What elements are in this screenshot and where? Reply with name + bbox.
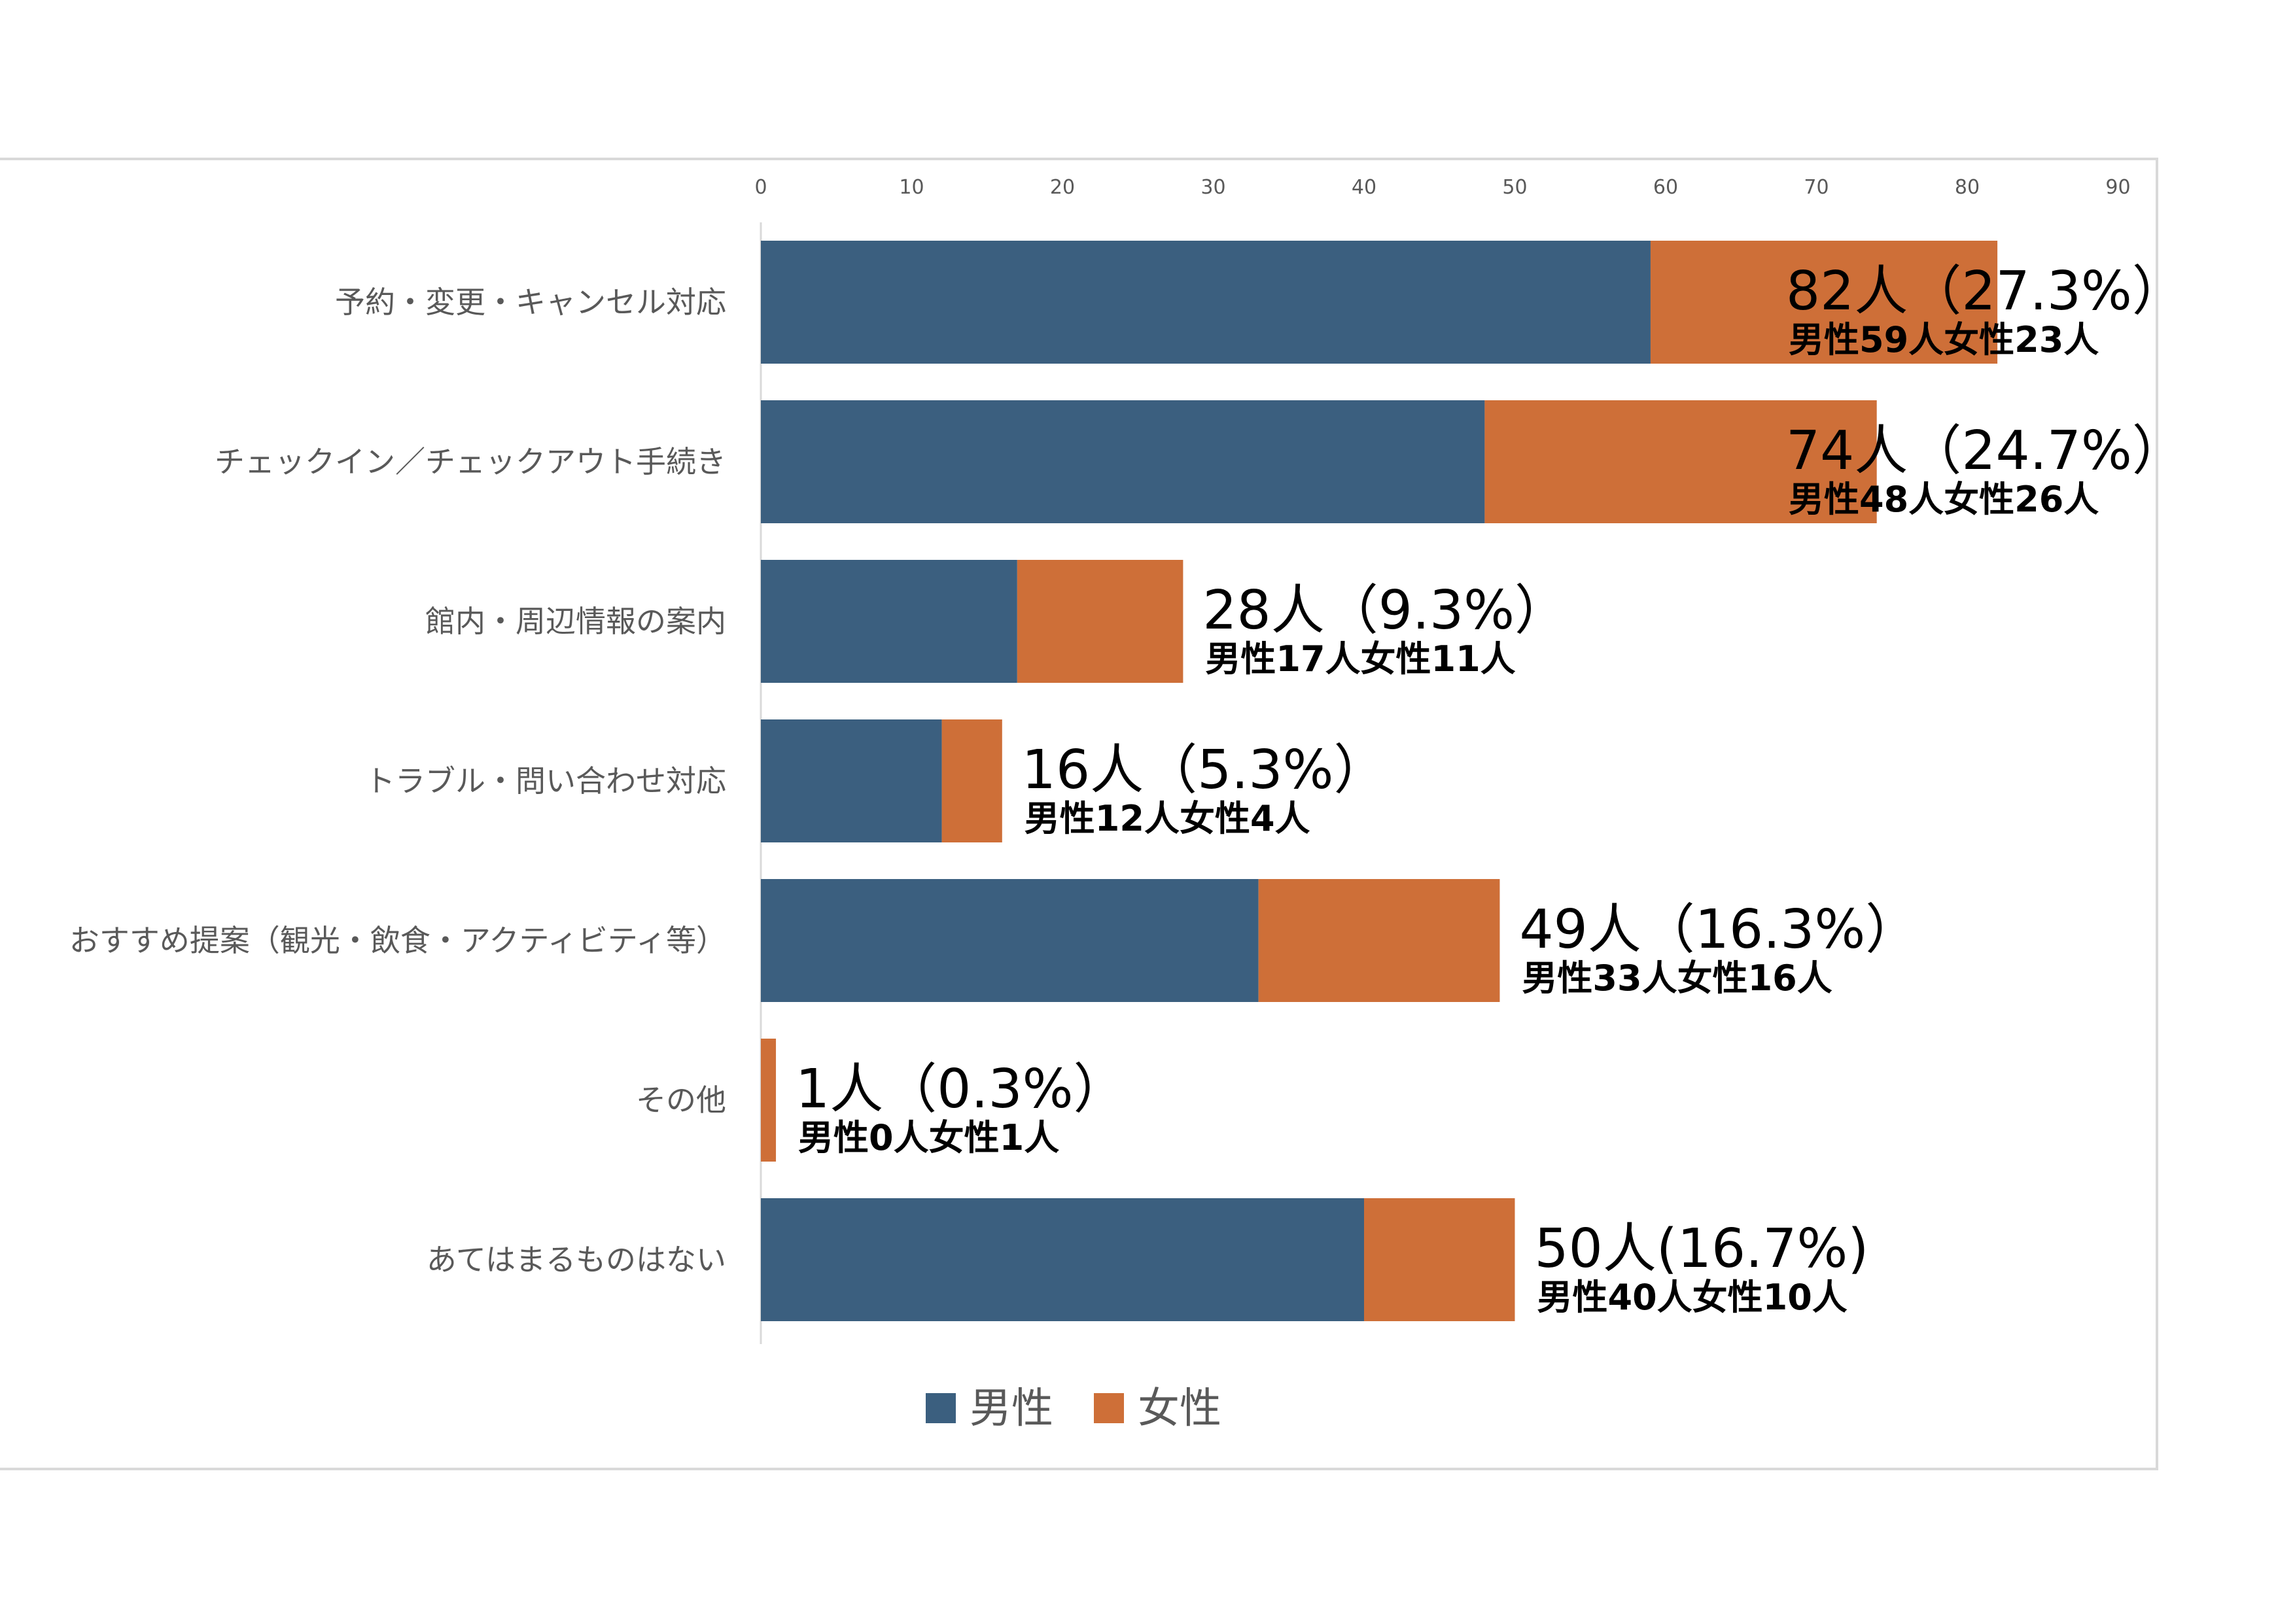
- breakdown-label-4: 男性33人女性16人: [1522, 958, 1832, 999]
- breakdown-label-3: 男性12人女性4人: [1025, 798, 1310, 839]
- breakdown-label-5: 男性0人女性1人: [798, 1117, 1059, 1158]
- category-label-2: 館内・周辺情報の案内: [425, 604, 726, 639]
- bar-male-6: [761, 1198, 1364, 1321]
- bar-female-5: [761, 1039, 777, 1162]
- category-labels: 予約・変更・キャンセル対応チェックイン／チェックアウト手続き館内・周辺情報の案内…: [69, 285, 726, 1277]
- total-label-5: 1人（0.3%）: [796, 1058, 1127, 1120]
- x-tick-label-40: 40: [1352, 176, 1376, 199]
- legend: 男性 女性: [926, 1385, 1221, 1433]
- x-tick-label-60: 60: [1653, 176, 1678, 199]
- legend-swatch-female: [1094, 1393, 1124, 1423]
- bar-female-6: [1364, 1198, 1515, 1321]
- category-label-1: チェックイン／チェックアウト手続き: [215, 444, 726, 479]
- category-label-5: その他: [636, 1082, 726, 1118]
- x-tick-label-90: 90: [2105, 176, 2130, 199]
- x-tick-label-20: 20: [1050, 176, 1075, 199]
- total-label-3: 16人（5.3%）: [1022, 739, 1388, 801]
- category-label-3: トラブル・問い合わせ対応: [365, 763, 726, 799]
- bar-male-2: [761, 560, 1017, 683]
- x-tick-label-0: 0: [754, 176, 767, 199]
- category-label-0: 予約・変更・キャンセル対応: [335, 285, 726, 320]
- legend-label-female: 女性: [1138, 1385, 1221, 1433]
- legend-swatch-male: [926, 1393, 956, 1423]
- bar-female-4: [1258, 879, 1500, 1002]
- x-tick-label-80: 80: [1955, 176, 1980, 199]
- breakdown-label-2: 男性17人女性11人: [1205, 638, 1515, 680]
- bar-male-3: [761, 719, 942, 842]
- x-tick-label-50: 50: [1502, 176, 1527, 199]
- data-labels: 82人（27.3%）男性59人女性23人 74人（24.7%）男性48人女性26人…: [796, 260, 2186, 1318]
- x-tick-label-30: 30: [1200, 176, 1225, 199]
- breakdown-label-1: 男性48人女性26人: [1789, 479, 2099, 520]
- bar-female-3: [941, 719, 1002, 842]
- bar-female-2: [1017, 560, 1183, 683]
- x-axis-ticks: 0 10 20 30 40 50 60 70 80 90: [754, 176, 2130, 199]
- category-label-6: あてはまるものはない: [427, 1242, 726, 1277]
- bar-male-0: [761, 241, 1651, 364]
- category-label-4: おすすめ提案（観光・飲食・アクティビティ等）: [69, 923, 726, 958]
- total-label-6: 50人(16.7%): [1535, 1218, 1869, 1280]
- x-tick-label-70: 70: [1804, 176, 1829, 199]
- total-label-0: 82人（27.3%）: [1786, 260, 2186, 322]
- bar-male-1: [761, 400, 1485, 523]
- bar-female-1: [1484, 400, 1877, 523]
- total-label-4: 49人（16.3%）: [1519, 899, 1919, 961]
- bar-female-0: [1650, 241, 1998, 364]
- breakdown-label-0: 男性59人女性23人: [1789, 319, 2099, 360]
- total-label-1: 74人（24.7%）: [1786, 420, 2186, 482]
- total-label-2: 28人（9.3%）: [1202, 579, 1568, 642]
- bar-male-4: [761, 879, 1259, 1002]
- breakdown-label-6: 男性40人女性10人: [1537, 1277, 1848, 1318]
- legend-label-male: 男性: [970, 1385, 1053, 1433]
- x-tick-label-10: 10: [899, 176, 924, 199]
- bars: [761, 241, 1998, 1321]
